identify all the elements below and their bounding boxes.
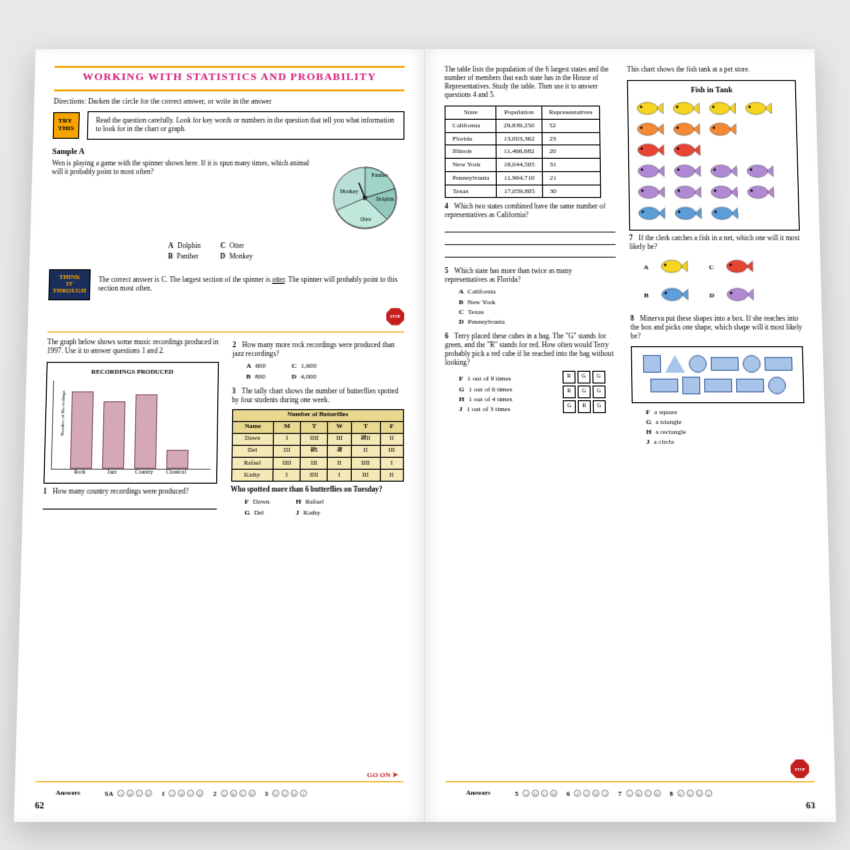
svg-text:Dolphin: Dolphin — [376, 197, 394, 203]
answer-line[interactable] — [445, 223, 616, 233]
title-rule — [55, 66, 405, 67]
graph-intro: The graph below shows some music recordi… — [47, 338, 219, 356]
svg-text:Panther: Panther — [371, 173, 388, 179]
shapes-diagram — [631, 346, 805, 403]
try-this-text: Read the question carefully. Look for ke… — [87, 111, 405, 139]
y-axis-label: Number of Recordings — [61, 391, 68, 436]
fish-tank-chart: Fish in Tank — [627, 80, 800, 231]
opt-a[interactable]: Dolphin — [177, 242, 200, 250]
try-this-label: TRYTHIS — [53, 113, 80, 139]
q2-options: A600 B800 C1,600 D4,000 — [246, 362, 404, 381]
page-number: 63 — [806, 800, 816, 812]
opt-b[interactable]: Panther — [177, 253, 199, 261]
footer-rule — [35, 781, 403, 783]
q5-options: ACalifornia BNew York CTexas DPennsylvan… — [459, 288, 617, 326]
sample-a-options: ADolphin BPanther COtter DMonkey — [168, 242, 404, 261]
stop-icon: STOP — [386, 308, 404, 326]
try-this-box: TRYTHIS Read the question carefully. Loo… — [53, 111, 405, 139]
think-text: The correct answer is C. The largest sec… — [98, 276, 404, 293]
fish-intro: This chart shows the fish tank at a pet … — [627, 66, 796, 74]
think-it-through-box: THINKITTHROUGH The correct answer is C. … — [48, 269, 404, 300]
answer-bubbles: Answers 5ABCD6FGHJ7ABCD8FGHJ — [466, 789, 713, 799]
page-number: 62 — [35, 800, 45, 812]
questions-columns: The graph below shows some music recordi… — [42, 338, 404, 523]
fish-title: Fish in Tank — [633, 86, 790, 95]
answer-line[interactable] — [43, 500, 217, 510]
section-divider — [47, 331, 404, 332]
q8: 8Minerva put these shapes into a box. If… — [630, 314, 802, 340]
page-62: WORKING WITH STATISTICS AND PROBABILITY … — [14, 49, 425, 822]
bar-chart: RECORDINGS PRODUCED Number of Recordings… — [43, 362, 218, 484]
think-label: THINKITTHROUGH — [48, 269, 90, 300]
sample-a-row: Wen is playing a game with the spinner s… — [50, 160, 404, 237]
sample-a-label: Sample A — [52, 147, 404, 157]
svg-text:Otter: Otter — [360, 217, 372, 223]
q5: 5Which state has more than twice as many… — [445, 268, 616, 285]
stop-icon: STOP — [790, 759, 809, 778]
q1: 1How many country recordings were produc… — [43, 488, 217, 497]
tally-table: Number of Butterflies NameMTWTF DawnIIII… — [231, 409, 404, 482]
states-table: StatePopulationRepresentatives Californi… — [445, 106, 602, 199]
q6-options: F1 out of 9 times G1 out of 6 times H1 o… — [459, 373, 539, 415]
q6: 6Terry placed these cubes in a bag. The … — [445, 332, 617, 367]
opt-d[interactable]: Monkey — [229, 253, 253, 261]
q3-intro: 3The tally chart shows the number of but… — [232, 387, 404, 405]
q2: 2How many more rock recordings were prod… — [232, 341, 404, 359]
footer-rule — [446, 781, 815, 783]
q3-options: FDawn GDel HRafael JKathy — [244, 498, 404, 518]
sample-a-text: Wen is playing a game with the spinner s… — [50, 160, 314, 237]
q4: 4Which two states combined have the same… — [445, 203, 616, 220]
table-intro: The table lists the population of the 6 … — [444, 66, 613, 100]
title-rule — [54, 90, 405, 91]
directions-text: Directions: Darken the circle for the co… — [54, 97, 405, 106]
page-title: WORKING WITH STATISTICS AND PROBABILITY — [54, 71, 404, 84]
svg-text:Monkey: Monkey — [340, 190, 359, 196]
q3-text: Who spotted more than 6 butterflies on T… — [231, 486, 404, 495]
answer-bubbles: Answers SAABCD1ABCD2ABCD3FGHJ — [56, 789, 308, 799]
go-on-label: GO ON ➤ — [367, 771, 399, 780]
q8-options: Fa square Ga triangle Ha rectangle Ja ci… — [646, 408, 806, 447]
opt-c[interactable]: Otter — [229, 242, 244, 250]
answer-line[interactable] — [445, 248, 616, 258]
q7: 7If the clerk catches a fish in a net, w… — [629, 234, 800, 251]
book-spread: WORKING WITH STATISTICS AND PROBABILITY … — [14, 49, 836, 822]
cubes-diagram: RGGRGGGRG — [562, 370, 617, 412]
chart-title: RECORDINGS PRODUCED — [53, 369, 211, 377]
answer-line[interactable] — [445, 236, 616, 246]
spinner-chart: Panther Dolphin Otter Monkey — [325, 160, 404, 237]
page-63: The table lists the population of the 6 … — [425, 49, 836, 822]
right-columns: The table lists the population of the 6 … — [444, 66, 805, 453]
q7-options: A B C D — [643, 257, 801, 307]
